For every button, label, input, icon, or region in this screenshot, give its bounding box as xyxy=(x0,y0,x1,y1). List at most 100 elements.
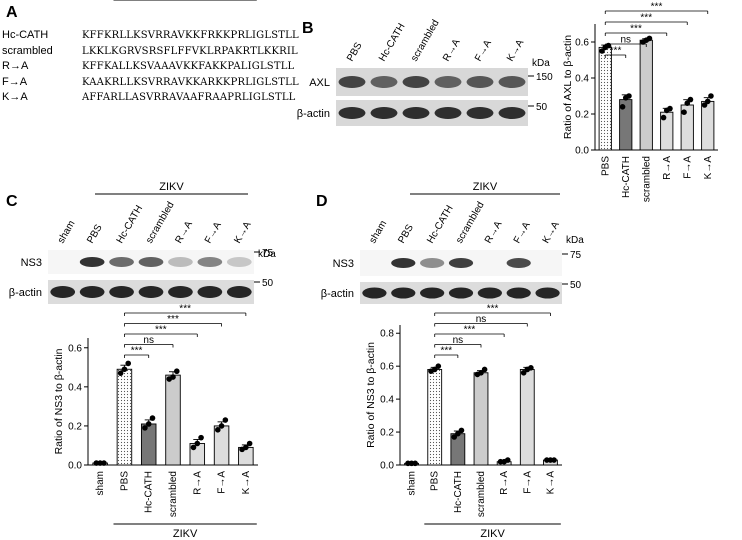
sequence-value: LKKLKGRVSRSFLFFVKLRPAKRTLKKRIL xyxy=(82,45,298,57)
sequence-table: Hc-CATH KFFKRLLKSVRRAVKKFRKKPRLIGLSTLL sc… xyxy=(2,26,299,104)
significance-label: ns xyxy=(476,314,487,325)
sequence-value: KFFKRLLKSVRRAVKKFRKKPRLIGLSTLL xyxy=(82,30,299,41)
data-point xyxy=(190,444,197,451)
y-tick-label: 0.0 xyxy=(68,461,82,472)
sequence-name: K→A xyxy=(2,91,28,103)
blot-band xyxy=(50,286,76,298)
blot-lane-label: PBS xyxy=(396,222,416,245)
blot-band xyxy=(402,107,430,119)
blot-group-label: ZIKV xyxy=(473,181,498,193)
x-tick-label: scrambled xyxy=(476,471,487,517)
x-tick-label: scrambled xyxy=(641,156,652,202)
sequence-row: R→A KFFKALLKSVAAAVKKFAKKPALIGLSTLL xyxy=(2,57,299,73)
sequence-row: K→A AFFARLLASVRRAVAAFRAAPRLIGLSTLL xyxy=(2,88,299,104)
x-tick-label: F→A xyxy=(682,156,693,179)
x-tick-label: Hc-CATH xyxy=(453,471,464,513)
y-tick-label: 0.4 xyxy=(380,395,394,406)
data-point xyxy=(458,427,465,434)
blot-band xyxy=(506,287,531,299)
data-point xyxy=(599,48,605,54)
bar xyxy=(598,46,612,151)
data-point xyxy=(708,93,714,99)
blot-band xyxy=(391,287,416,299)
data-point xyxy=(412,460,418,467)
blot-lane-label: scrambled xyxy=(409,18,442,63)
blot-band xyxy=(79,286,105,298)
blot-band xyxy=(420,258,445,268)
data-point xyxy=(704,98,711,105)
blot-band xyxy=(338,76,366,88)
blot-kda-label: kDa xyxy=(532,58,550,69)
blot-kda-label: kDa xyxy=(566,235,584,246)
data-point xyxy=(435,363,442,369)
bar xyxy=(473,372,489,466)
sequence-row: F→A KAAKRLLKSVRRAVKKARKKPRLIGLSTLL xyxy=(2,73,299,89)
blot-row-label: NS3 xyxy=(333,258,354,270)
y-tick-label: 0.4 xyxy=(575,74,589,85)
blot-band xyxy=(420,287,445,299)
blot-band xyxy=(466,76,494,88)
y-tick-label: 0.2 xyxy=(380,428,394,439)
data-point xyxy=(504,457,511,463)
blot-band xyxy=(197,286,223,298)
panel-d-letter: D xyxy=(316,193,328,210)
blot-band xyxy=(498,76,526,88)
y-tick-label: 0.2 xyxy=(68,421,82,432)
x-tick-label: PBS xyxy=(119,471,130,491)
panel-b-letter: B xyxy=(302,20,314,37)
data-point xyxy=(626,93,632,99)
blot-marker-label: 75 xyxy=(570,250,582,261)
x-tick-label: K→A xyxy=(545,471,556,495)
blot-band xyxy=(498,107,526,119)
data-point xyxy=(125,360,132,367)
data-point xyxy=(681,109,687,115)
blot-marker-label: 50 xyxy=(570,280,582,291)
blot-lane-label: scrambled xyxy=(144,200,177,245)
x-tick-label: scrambled xyxy=(168,471,179,517)
bar xyxy=(427,369,443,466)
x-tick-label: K→A xyxy=(241,471,252,495)
x-tick-label: R→A xyxy=(662,156,673,180)
blot-band xyxy=(79,257,105,267)
significance-label: *** xyxy=(131,346,143,357)
blot-lane-label: PBS xyxy=(85,222,105,245)
x-tick-label: R→A xyxy=(499,471,510,495)
data-point xyxy=(481,366,488,373)
data-point xyxy=(246,440,253,447)
blot-band xyxy=(506,258,531,268)
x-tick-label: R→A xyxy=(192,471,203,495)
significance-label: ns xyxy=(143,335,154,346)
significance-label: *** xyxy=(651,2,663,13)
sequence-name: F→A xyxy=(2,75,28,88)
blot-band xyxy=(535,287,560,299)
blot-lane-label: scrambled xyxy=(454,200,487,245)
significance-label: *** xyxy=(179,304,191,315)
blot-band xyxy=(109,286,134,298)
blot-marker-label: 150 xyxy=(536,72,553,83)
data-point xyxy=(173,368,180,375)
sequence-value: KFFKALLKSVAAAVKKFAKKPALIGLSTLL xyxy=(82,61,295,72)
blot-lane-label: Hc-CATH xyxy=(115,204,146,246)
blot-band xyxy=(226,257,252,267)
blot-band xyxy=(391,258,416,268)
significance-label: *** xyxy=(167,314,179,325)
blot-lane-label: K→A xyxy=(232,220,253,246)
x-tick-label: F→A xyxy=(522,471,533,494)
data-point xyxy=(243,444,249,451)
data-point xyxy=(619,104,626,110)
blot-marker-label: 50 xyxy=(262,278,274,289)
bar xyxy=(519,369,535,466)
data-point xyxy=(551,457,557,463)
y-tick-label: 0.8 xyxy=(380,329,394,340)
x-group-label: ZIKV xyxy=(173,0,198,3)
x-group-label: ZIKV xyxy=(480,528,505,540)
blot-marker-label: 75 xyxy=(262,248,274,259)
data-point xyxy=(170,374,176,380)
data-point xyxy=(198,434,204,441)
y-tick-label: 0.4 xyxy=(68,382,82,393)
data-point xyxy=(660,114,667,121)
blot-band xyxy=(226,286,252,298)
data-point xyxy=(101,460,107,466)
x-group-label: ZIKV xyxy=(173,528,198,540)
